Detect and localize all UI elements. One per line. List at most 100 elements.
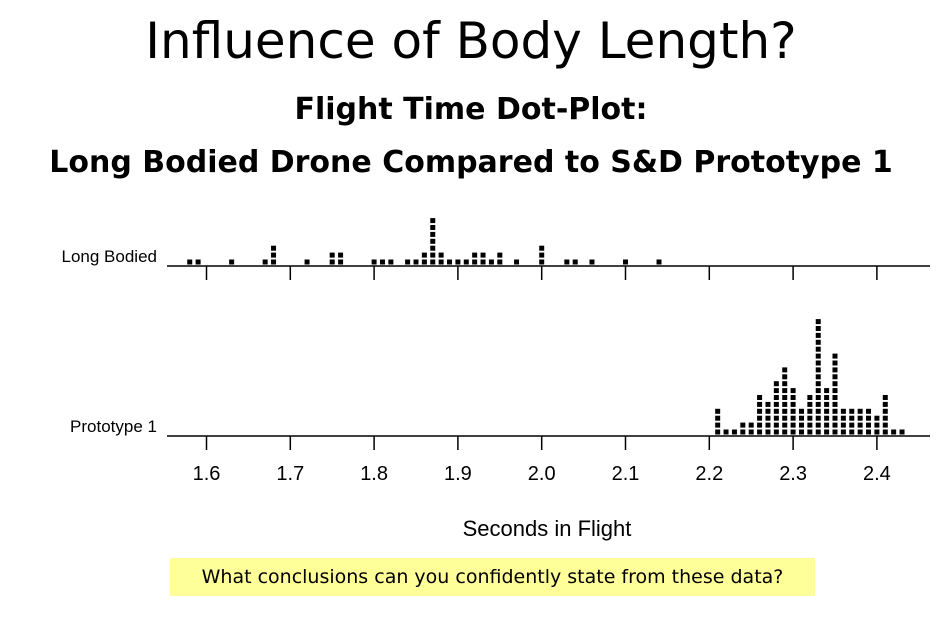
data-dot: [849, 415, 855, 421]
data-dot: [815, 401, 821, 407]
x-tick-label: 2.0: [528, 463, 556, 485]
data-dot: [539, 245, 545, 251]
data-dot: [798, 415, 804, 421]
series-label: Long Bodied: [62, 247, 157, 266]
data-dot: [421, 252, 427, 258]
data-dot: [849, 422, 855, 428]
data-dot: [497, 252, 503, 258]
data-dot: [815, 395, 821, 400]
data-dot: [773, 381, 779, 387]
data-dot: [832, 401, 838, 407]
data-dot: [338, 259, 344, 265]
x-tick-label: 1.6: [193, 463, 221, 485]
data-dot: [329, 252, 335, 258]
data-dot: [782, 395, 788, 400]
data-dot: [765, 408, 771, 414]
data-dot: [832, 374, 838, 380]
data-dot: [815, 408, 821, 414]
data-dot: [430, 238, 436, 244]
data-dot: [472, 252, 478, 258]
data-dot: [882, 408, 888, 414]
data-dot: [430, 225, 436, 230]
data-dot: [748, 422, 754, 428]
data-dot: [857, 422, 863, 428]
data-dot: [262, 259, 268, 265]
data-dot: [815, 326, 821, 331]
data-dot: [882, 401, 888, 407]
data-dot: [824, 429, 830, 435]
data-dot: [455, 259, 461, 265]
data-dot: [589, 259, 595, 265]
data-dot: [715, 422, 721, 428]
data-dot: [882, 395, 888, 400]
data-dot: [740, 429, 746, 435]
data-dot: [790, 429, 796, 435]
data-dot: [271, 252, 277, 258]
data-dot: [497, 259, 503, 265]
data-dot: [740, 422, 746, 428]
data-dot: [782, 408, 788, 414]
data-dot: [773, 422, 779, 428]
data-dot: [329, 259, 335, 265]
data-dot: [757, 429, 763, 435]
data-dot: [748, 429, 754, 435]
data-dot: [824, 408, 830, 414]
data-dot: [874, 429, 880, 435]
data-dot: [488, 259, 494, 265]
data-dot: [773, 388, 779, 394]
data-dot: [430, 252, 436, 258]
data-dot: [430, 218, 436, 224]
data-dot: [857, 408, 863, 414]
data-dot: [438, 252, 444, 258]
data-dot: [773, 408, 779, 414]
x-tick-label: 1.8: [360, 463, 388, 485]
data-dot: [421, 259, 427, 265]
data-dot: [765, 422, 771, 428]
data-dot: [790, 422, 796, 428]
data-dot: [882, 415, 888, 421]
data-dot: [782, 367, 788, 373]
data-dot: [438, 259, 444, 265]
x-tick-label: 2.1: [612, 463, 640, 485]
data-dot: [430, 231, 436, 237]
data-dot: [379, 259, 385, 265]
data-dot: [773, 401, 779, 407]
data-dot: [807, 408, 813, 414]
data-dot: [824, 395, 830, 400]
data-dot: [832, 422, 838, 428]
data-dot: [514, 259, 520, 265]
x-tick-label: 2.2: [695, 463, 723, 485]
data-dot: [413, 259, 419, 265]
slide-title: Influence of Body Length?: [145, 12, 797, 70]
data-dot: [757, 408, 763, 414]
data-dot: [790, 395, 796, 400]
data-dot: [782, 388, 788, 394]
data-dot: [824, 388, 830, 394]
data-dot: [874, 422, 880, 428]
data-dot: [798, 408, 804, 414]
data-dot: [832, 360, 838, 366]
data-dot: [480, 259, 486, 265]
data-dot: [757, 422, 763, 428]
data-dot: [765, 429, 771, 435]
data-dot: [539, 259, 545, 265]
data-dot: [715, 408, 721, 414]
data-dot: [195, 259, 201, 265]
data-dot: [304, 259, 310, 265]
data-dot: [731, 429, 737, 435]
data-dot: [539, 252, 545, 258]
data-dot: [815, 415, 821, 421]
data-dot: [891, 429, 897, 435]
data-dot: [187, 259, 193, 265]
data-dot: [866, 408, 872, 414]
data-dot: [882, 422, 888, 428]
data-dot: [790, 408, 796, 414]
data-dot: [715, 415, 721, 421]
data-dot: [447, 259, 453, 265]
data-dot: [405, 259, 411, 265]
data-dot: [899, 429, 905, 435]
data-dot: [564, 259, 570, 265]
data-dot: [782, 429, 788, 435]
data-dot: [832, 367, 838, 373]
data-dot: [832, 408, 838, 414]
